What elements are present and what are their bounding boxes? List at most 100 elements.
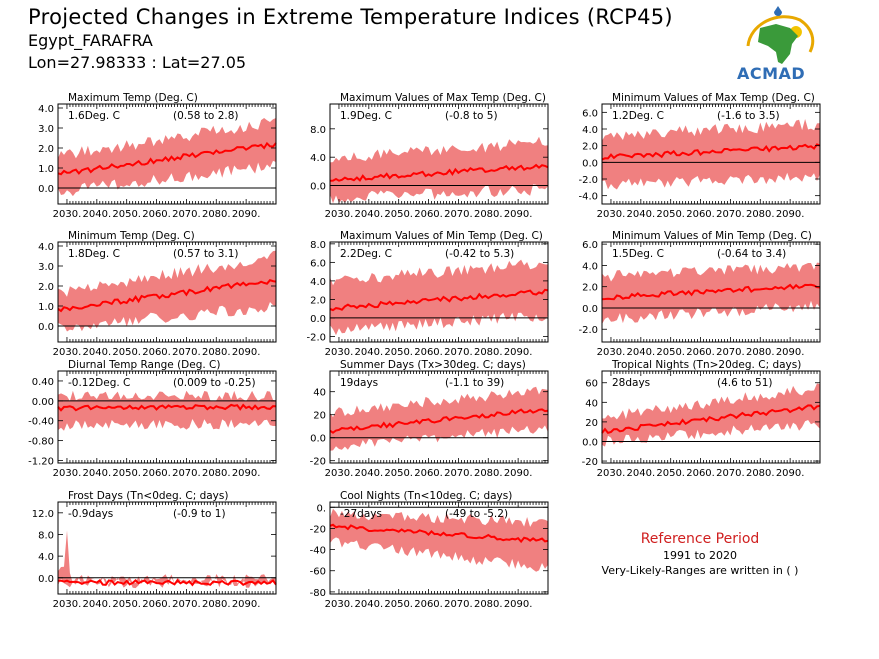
mean-change-value: -27days [340, 508, 382, 520]
x-tick-label: 2050. [112, 468, 141, 479]
chart-panel: 2030. 2040. 2050. 2060. 2070. 2080. 2090. -80 -6… [310, 490, 549, 610]
y-tick-label: -20 [582, 457, 598, 468]
chart-panel: 2030. 2040. 2050. 2060. 2070. 2080. 2090. -2.0 0… [578, 230, 821, 358]
y-tick-label: -1.20 [28, 457, 54, 468]
x-tick-label: 2060. [142, 347, 171, 358]
y-tick-label: -0.80 [28, 437, 54, 448]
chart-title: Diurnal Temp Range (Deg. C) [68, 359, 220, 371]
x-tick-label: 2040. [83, 468, 112, 479]
x-tick-label: 2040. [355, 209, 384, 220]
chart-title: Minimum Values of Max Temp (Deg. C) [612, 92, 815, 104]
likely-range-band [58, 118, 276, 197]
x-tick-label: 2060. [142, 209, 171, 220]
header: Projected Changes in Extreme Temperature… [28, 4, 673, 74]
x-tick-label: 2080. [474, 468, 503, 479]
y-tick-label: 20 [313, 411, 326, 422]
chart-panel: 2030. 2040. 2050. 2060. 2070. 2080. 2090. 0.0 4.… [32, 490, 277, 610]
x-tick-label: 2080. [202, 347, 231, 358]
plot-frame [329, 370, 549, 464]
y-tick-label: -2.0 [578, 325, 598, 336]
plot-frame [601, 103, 821, 205]
very-likely-range: (0.58 to 2.8) [173, 110, 239, 122]
chart-title: Tropical Nights (Tn>20deg. C; days) [611, 359, 801, 371]
acmad-logo-text: ACMAD [737, 64, 806, 83]
y-tick-label: -2.0 [578, 175, 598, 186]
x-tick-label: 2090. [504, 209, 533, 220]
x-tick-label: 2070. [444, 599, 473, 610]
likely-range-band [58, 530, 276, 589]
y-tick-label: 0.0 [38, 574, 54, 585]
y-tick-label: 0.0 [38, 184, 54, 195]
very-likely-range: (-0.8 to 5) [445, 110, 498, 122]
x-tick-label: 2070. [716, 209, 745, 220]
x-tick-label: 2040. [355, 599, 384, 610]
y-tick-label: 40 [313, 388, 326, 399]
likely-range-band [602, 262, 820, 325]
mean-change-value: -0.12Deg. C [68, 377, 130, 389]
x-tick-label: 2030. [597, 347, 626, 358]
x-tick-label: 2080. [202, 468, 231, 479]
africa-map-icon [758, 24, 798, 64]
x-tick-label: 2060. [414, 347, 443, 358]
station-name: Egypt_FARAFRA [28, 31, 153, 50]
mean-change-value: -0.9days [68, 508, 113, 520]
very-likely-range: (-0.42 to 5.3) [445, 248, 514, 260]
x-tick-label: 2050. [384, 599, 413, 610]
y-tick-label: 1.0 [38, 164, 54, 175]
x-tick-label: 2060. [414, 209, 443, 220]
x-tick-label: 2040. [627, 347, 656, 358]
very-likely-range: (0.009 to -0.25) [173, 377, 256, 389]
likely-range-band [330, 508, 548, 572]
median-change-line [601, 143, 821, 161]
median-change-line [329, 163, 549, 182]
y-tick-label: -0.40 [28, 417, 54, 428]
very-likely-range: (-1.1 to 39) [445, 377, 504, 389]
y-tick-label: 6.0 [582, 240, 598, 251]
x-tick-label: 2080. [202, 209, 231, 220]
x-tick-label: 2060. [686, 347, 715, 358]
likely-range-band [330, 259, 548, 336]
median-change-line [57, 141, 277, 176]
very-likely-range: (-1.6 to 3.5) [717, 110, 780, 122]
x-tick-label: 2060. [142, 468, 171, 479]
x-tick-label: 2030. [53, 468, 82, 479]
very-likely-range: (-49 to -5.2) [445, 508, 508, 520]
chart-panel: 2030. 2040. 2050. 2060. 2070. 2080. 2090. -2.0 0… [306, 230, 549, 358]
very-likely-range: (0.57 to 3.1) [173, 248, 239, 260]
x-tick-label: 2080. [474, 599, 503, 610]
median-change-line [329, 523, 549, 544]
y-tick-label: 4.0 [582, 125, 598, 136]
y-tick-label: 4.0 [582, 261, 598, 272]
station-coordinates: Lon=27.98333 : Lat=27.05 [28, 53, 247, 72]
y-tick-label: 0.0 [582, 304, 598, 315]
chart-panel: 2030. 2040. 2050. 2060. 2070. 2080. 2090. 0.0 1.… [38, 230, 277, 358]
x-tick-label: 2070. [172, 468, 201, 479]
x-tick-label: 2080. [202, 599, 231, 610]
x-tick-label: 2060. [142, 599, 171, 610]
median-change-line [601, 404, 821, 435]
x-tick-label: 2030. [325, 599, 354, 610]
mean-change-value: 1.2Deg. C [612, 110, 664, 122]
y-tick-label: -20 [310, 524, 326, 535]
y-tick-label: 8.0 [310, 125, 326, 136]
x-tick-label: 2090. [232, 599, 261, 610]
y-tick-label: 2.0 [38, 282, 54, 293]
mean-change-value: 19days [340, 377, 378, 389]
x-tick-label: 2070. [444, 347, 473, 358]
x-tick-label: 2070. [716, 468, 745, 479]
mean-change-value: 1.6Deg. C [68, 110, 120, 122]
plot-frame [329, 103, 549, 205]
page-title: Projected Changes in Extreme Temperature… [28, 5, 673, 29]
x-tick-label: 2070. [172, 347, 201, 358]
plot-frame [57, 241, 277, 343]
reference-period-years: 1991 to 2020 [662, 549, 738, 562]
y-tick-label: 60 [585, 379, 598, 390]
x-tick-label: 2050. [112, 209, 141, 220]
plot-frame [601, 370, 821, 464]
reference-period-panel: Reference Period 1991 to 2020 Very-Likel… [580, 530, 820, 578]
y-tick-label: 4.0 [38, 242, 54, 253]
y-tick-label: -80 [310, 588, 326, 599]
median-change-line [57, 403, 277, 412]
x-tick-label: 2050. [112, 347, 141, 358]
y-tick-label: 40 [585, 398, 598, 409]
